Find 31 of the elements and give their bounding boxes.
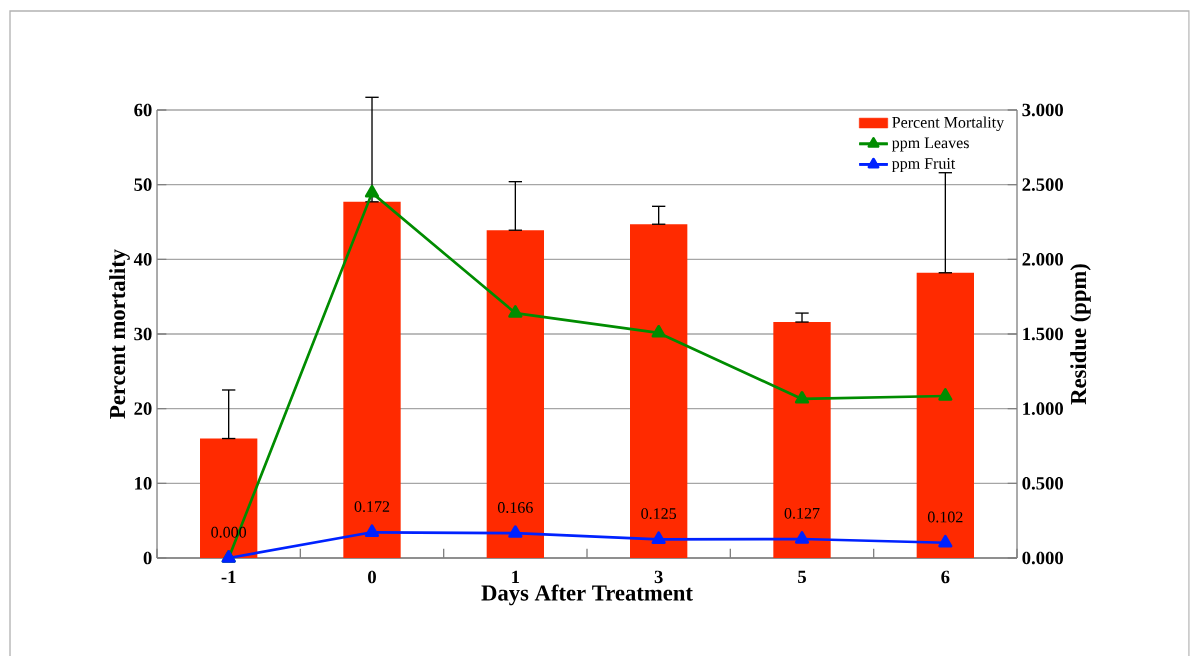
y-tick-label: 40 xyxy=(133,253,152,266)
y2-tick-label: 3.000 xyxy=(1022,103,1063,117)
y-tick-label: 30 xyxy=(134,327,152,341)
y2-tick-label: 2.500 xyxy=(1022,178,1063,191)
legend-label: ppm Leaves xyxy=(891,137,969,152)
data-label: 0.102 xyxy=(927,511,963,523)
y2-tick-label: 0.500 xyxy=(1022,476,1063,490)
legend-label: ppm Fruit xyxy=(891,158,956,173)
y2-tick-label: 0.000 xyxy=(1022,551,1063,565)
y2-tick-label: 1.000 xyxy=(1023,402,1063,415)
y-tick-label: 20 xyxy=(134,402,152,415)
x-tick-label: -1 xyxy=(221,570,236,584)
data-label: 0.125 xyxy=(641,508,677,520)
y2-tick-label: 1.500 xyxy=(1023,327,1063,341)
x-tick-label: 3 xyxy=(654,570,663,584)
x-axis-title: Days After Treatment xyxy=(481,584,693,606)
x-tick-label: 0 xyxy=(368,570,376,584)
x-tick-label: 1 xyxy=(512,570,520,584)
x-tick-label: 6 xyxy=(941,570,950,584)
data-label: 0.127 xyxy=(784,507,820,519)
y-tick-label: 0 xyxy=(143,551,152,565)
x-tick-label: 5 xyxy=(798,570,806,584)
legend-label: Percent Mortality xyxy=(892,116,1005,132)
y-axis-title: Percent mortality xyxy=(109,249,130,419)
y-tick-label: 60 xyxy=(134,103,152,117)
y-tick-label: 10 xyxy=(135,477,152,490)
y2-axis-title: Residue (ppm) xyxy=(1070,264,1091,405)
y2-tick-label: 2.000 xyxy=(1022,252,1063,266)
data-label: 0.166 xyxy=(497,502,533,513)
data-label: 0.172 xyxy=(354,501,390,513)
y-tick-label: 50 xyxy=(134,178,152,191)
